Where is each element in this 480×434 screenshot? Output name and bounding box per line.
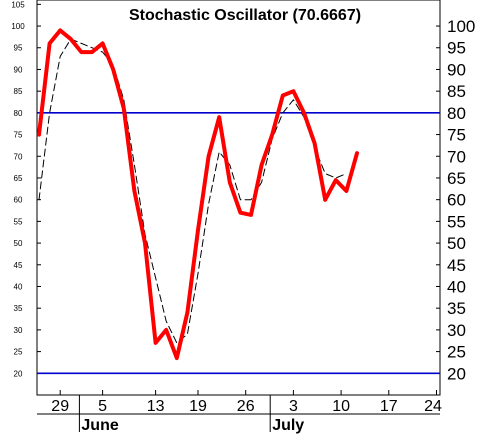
left-tick-label: 25 [14, 348, 23, 357]
left-tick-label: 95 [14, 44, 23, 53]
chart-title: Stochastic Oscillator (70.6667) [129, 7, 361, 24]
left-tick-label: 80 [14, 109, 23, 118]
right-tick-label: 60 [447, 191, 466, 210]
stochastic-line [323, 151, 359, 202]
left-tick-label: 30 [14, 326, 23, 335]
right-tick-label: 40 [447, 277, 466, 296]
left-tick-label: 75 [14, 131, 23, 140]
left-tick-label: 65 [14, 174, 23, 183]
right-tick-label: 30 [447, 321, 466, 340]
x-tick-label: 24 [424, 398, 442, 415]
right-tick-label: 100 [447, 17, 475, 36]
left-tick-label: 105 [11, 0, 25, 9]
series-layer [37, 28, 359, 361]
right-tick-label: 20 [447, 364, 466, 383]
right-y-ticks: 20 25 30 35 40 45 50 55 60 65 70 75 80 85 90 95 100 [436, 17, 475, 383]
right-tick-label: 95 [447, 39, 466, 58]
right-tick-label: 70 [447, 147, 466, 166]
x-tick-label: 17 [380, 398, 398, 415]
right-tick-label: 50 [447, 234, 466, 253]
right-tick-label: 25 [447, 343, 466, 362]
left-tick-label: 60 [14, 196, 23, 205]
left-tick-label: 85 [14, 87, 23, 96]
right-tick-label: 75 [447, 126, 466, 145]
left-tick-label: 55 [14, 217, 23, 226]
right-tick-label: 80 [447, 104, 466, 123]
month-label: July [272, 417, 304, 434]
left-y-ticks: 20 25 30 35 40 45 50 55 60 65 70 75 80 85 90 95 100 105 [11, 0, 41, 378]
x-tick-label: 13 [147, 398, 165, 415]
right-tick-label: 55 [447, 212, 466, 231]
x-tick-label: 19 [189, 398, 207, 415]
x-tick-label: 5 [98, 398, 107, 415]
left-tick-label: 20 [14, 369, 23, 378]
left-tick-label: 50 [14, 239, 23, 248]
right-tick-label: 45 [447, 256, 466, 275]
right-tick-label: 35 [447, 299, 466, 318]
left-tick-label: 40 [14, 282, 23, 291]
left-tick-label: 90 [14, 65, 23, 74]
right-tick-label: 85 [447, 82, 466, 101]
left-tick-label: 100 [11, 22, 25, 31]
month-labels: June July [78, 395, 304, 434]
stochastic-line [37, 28, 328, 361]
x-axis-ticks: 29 5 13 19 26 3 10 17 24 [51, 390, 442, 415]
x-tick-label: 29 [51, 398, 69, 415]
left-tick-label: 45 [14, 261, 23, 270]
x-tick-label: 26 [237, 398, 255, 415]
reference-lines [37, 112, 440, 375]
right-tick-label: 65 [447, 169, 466, 188]
right-tick-label: 90 [447, 60, 466, 79]
left-tick-label: 70 [14, 152, 23, 161]
left-tick-label: 35 [14, 304, 23, 313]
x-tick-label: 3 [289, 398, 298, 415]
month-label: June [81, 417, 118, 434]
x-tick-label: 10 [332, 398, 350, 415]
